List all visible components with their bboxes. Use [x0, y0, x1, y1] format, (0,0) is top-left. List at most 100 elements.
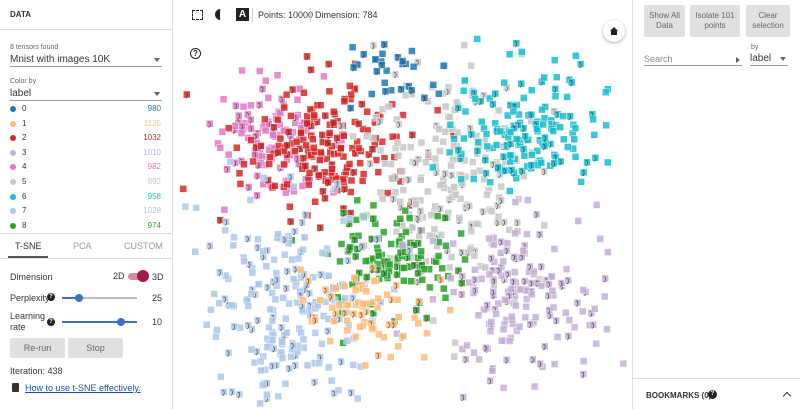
point[interactable] [533, 125, 541, 133]
point[interactable] [565, 316, 574, 324]
point[interactable] [416, 176, 425, 184]
point[interactable] [383, 291, 391, 299]
point[interactable] [511, 198, 520, 206]
point[interactable] [513, 218, 522, 227]
point[interactable] [496, 127, 505, 136]
point[interactable] [572, 52, 580, 60]
label-icon[interactable]: A [236, 8, 249, 21]
point[interactable] [260, 173, 268, 182]
point[interactable] [489, 288, 498, 296]
point[interactable] [360, 50, 368, 59]
clear-selection-button[interactable]: Clear selection [746, 5, 790, 37]
point[interactable] [497, 196, 505, 205]
point[interactable] [459, 393, 467, 401]
point[interactable] [471, 94, 480, 103]
point[interactable] [280, 250, 289, 259]
point[interactable] [219, 388, 228, 396]
point[interactable] [268, 361, 277, 370]
point[interactable] [414, 269, 422, 277]
legend-row[interactable]: 6 958 [0, 190, 173, 204]
point[interactable] [315, 171, 323, 179]
point[interactable] [501, 296, 509, 304]
point[interactable] [361, 361, 370, 370]
point[interactable] [256, 357, 265, 366]
point[interactable] [333, 179, 342, 188]
point[interactable] [247, 124, 255, 133]
point[interactable] [270, 255, 278, 264]
point[interactable] [528, 151, 536, 159]
point[interactable] [302, 141, 310, 150]
point[interactable] [494, 212, 503, 221]
point[interactable] [341, 282, 349, 290]
point[interactable] [254, 316, 262, 324]
point[interactable] [373, 235, 381, 243]
point[interactable] [256, 67, 264, 75]
point[interactable] [287, 353, 295, 361]
point[interactable] [436, 181, 445, 189]
point[interactable] [272, 269, 281, 277]
point[interactable] [219, 95, 228, 104]
point[interactable] [230, 233, 238, 242]
point[interactable] [424, 187, 432, 196]
point[interactable] [442, 102, 450, 111]
point[interactable] [254, 243, 262, 252]
point[interactable] [354, 394, 362, 403]
point[interactable] [231, 122, 239, 130]
point[interactable] [304, 276, 313, 285]
show-all-button[interactable]: Show All Data [644, 5, 685, 37]
point[interactable] [519, 246, 528, 255]
point[interactable] [362, 287, 370, 296]
point[interactable] [399, 143, 407, 152]
point[interactable] [356, 159, 364, 167]
point[interactable] [400, 264, 408, 272]
point[interactable] [270, 182, 279, 190]
point[interactable] [579, 370, 588, 378]
point[interactable] [544, 291, 553, 300]
point[interactable] [290, 227, 299, 236]
point[interactable] [458, 272, 467, 280]
point[interactable] [441, 213, 449, 222]
point[interactable] [411, 200, 420, 208]
point[interactable] [452, 190, 460, 199]
legend-row[interactable]: 5 892 [0, 175, 173, 189]
point[interactable] [510, 253, 518, 261]
point[interactable] [564, 143, 572, 151]
point[interactable] [573, 298, 582, 307]
point[interactable] [400, 276, 408, 285]
point[interactable] [451, 338, 459, 347]
point[interactable] [287, 112, 295, 120]
point[interactable] [277, 323, 286, 331]
point[interactable] [392, 227, 401, 236]
point[interactable] [418, 276, 426, 284]
point[interactable] [299, 154, 308, 162]
point[interactable] [499, 384, 508, 392]
point[interactable] [374, 168, 383, 176]
tensor-select[interactable]: Mnist with images 10K [10, 54, 162, 67]
point[interactable] [420, 94, 429, 102]
point[interactable] [340, 132, 348, 140]
point[interactable] [426, 283, 434, 292]
point[interactable] [324, 178, 332, 187]
point[interactable] [427, 211, 435, 219]
point[interactable] [273, 275, 281, 284]
point[interactable] [416, 226, 425, 235]
point[interactable] [371, 55, 380, 64]
point[interactable] [351, 252, 360, 261]
home-button[interactable] [603, 20, 625, 42]
point[interactable] [457, 175, 465, 184]
point[interactable] [503, 239, 512, 248]
point[interactable] [539, 120, 547, 129]
point[interactable] [474, 311, 483, 319]
point[interactable] [434, 252, 443, 260]
point[interactable] [449, 239, 457, 248]
point[interactable] [401, 91, 410, 100]
point[interactable] [422, 314, 431, 322]
point[interactable] [368, 145, 377, 153]
point[interactable] [517, 79, 525, 88]
point[interactable] [276, 134, 285, 143]
point[interactable] [472, 220, 481, 228]
point[interactable] [504, 270, 512, 278]
point[interactable] [497, 182, 506, 191]
point[interactable] [206, 241, 214, 250]
point[interactable] [305, 289, 314, 297]
